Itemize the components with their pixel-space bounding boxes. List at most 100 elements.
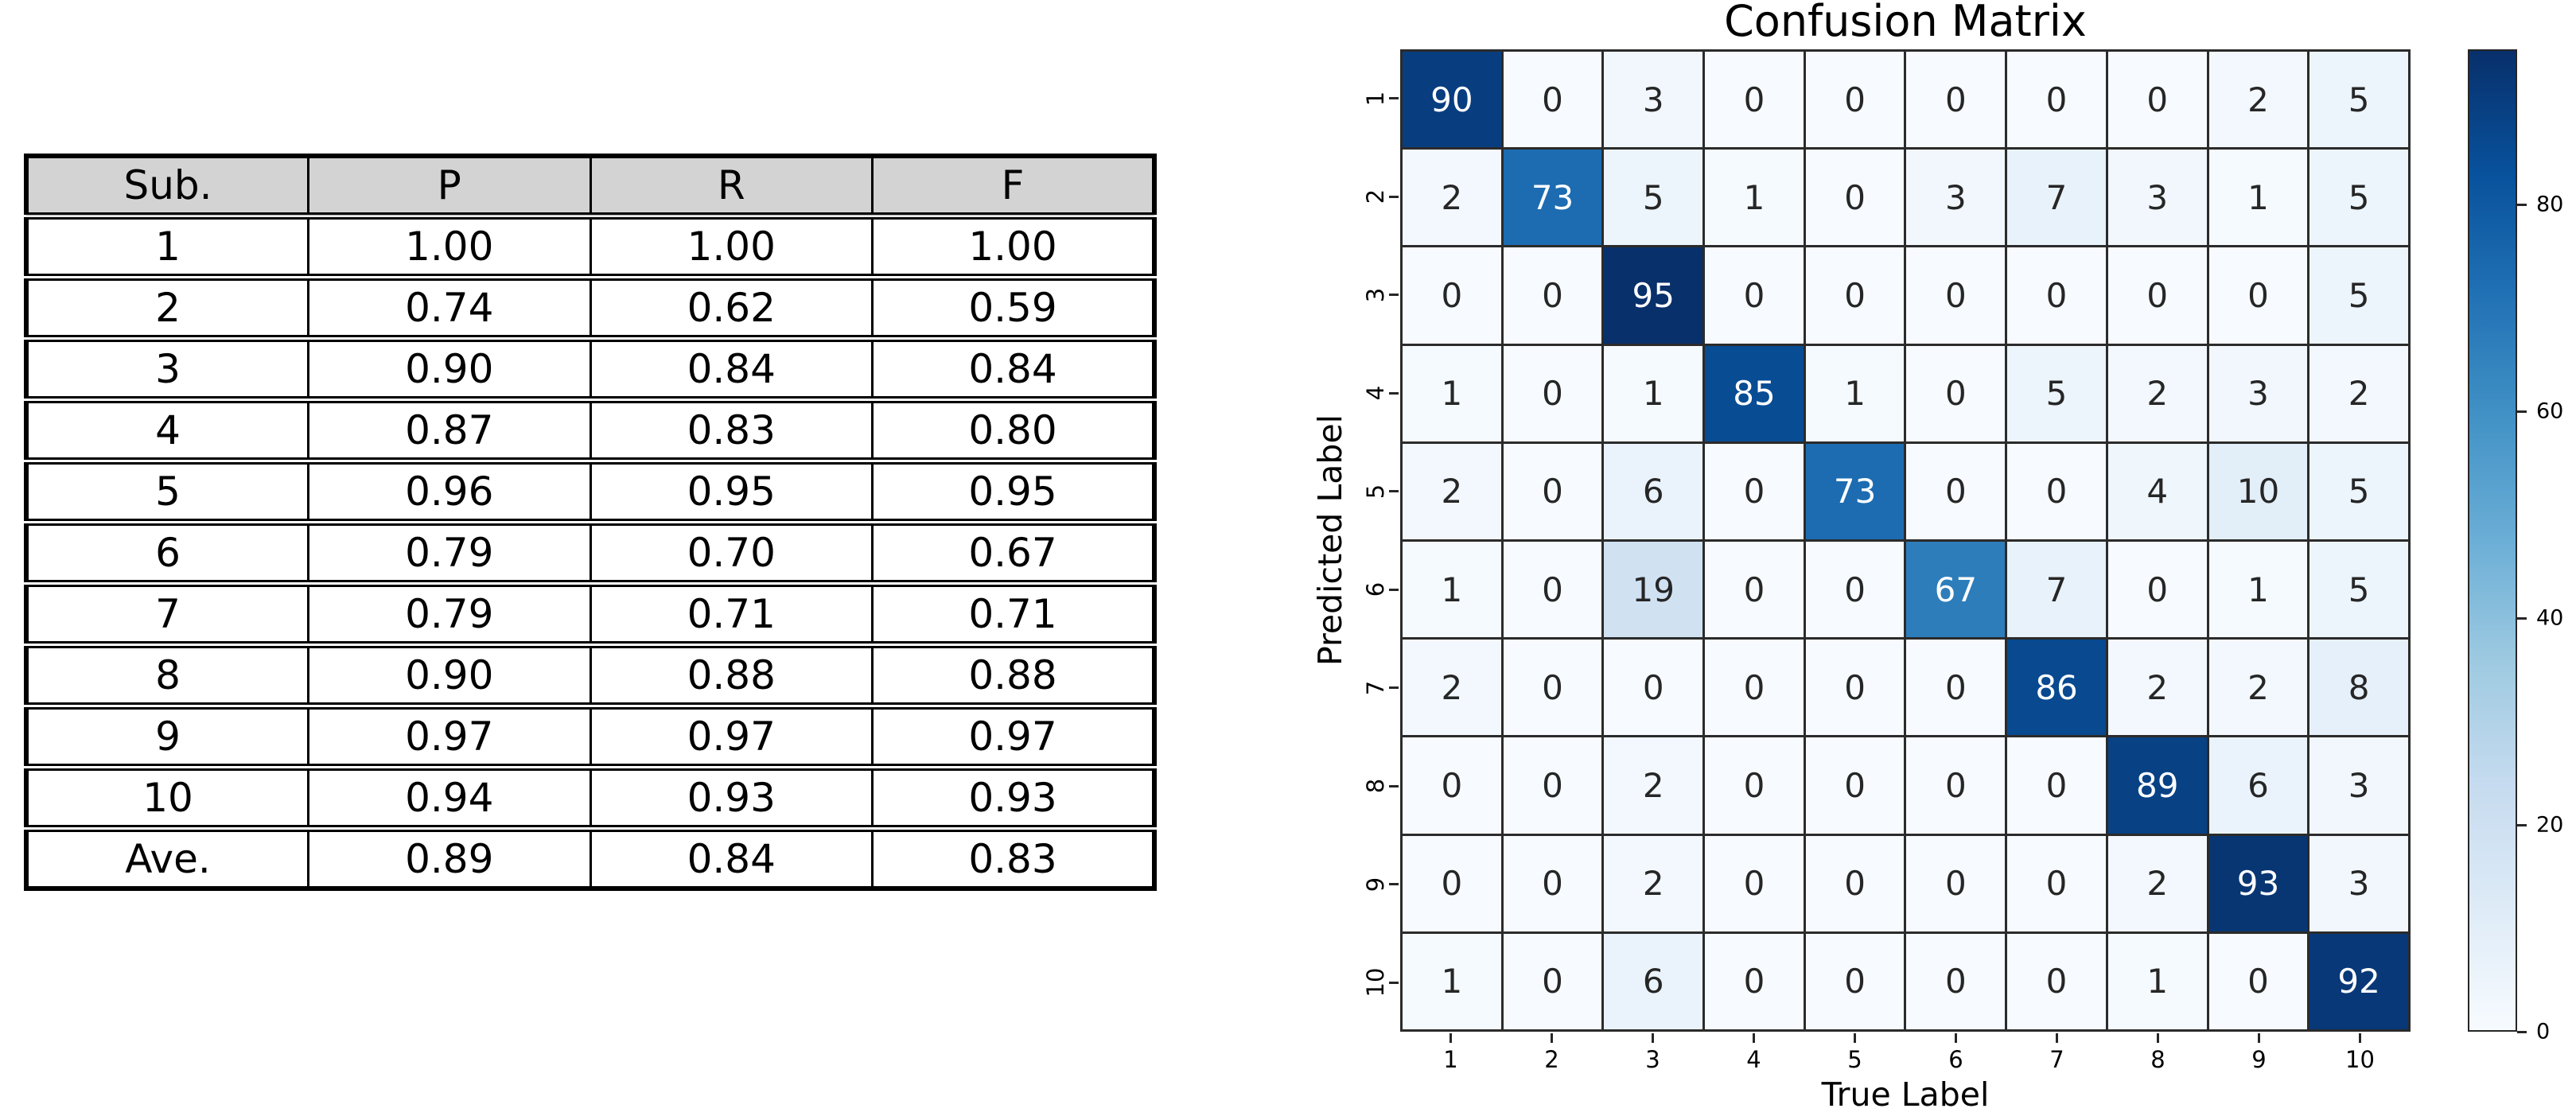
table-cell: 0.71: [589, 582, 874, 648]
table-cell: 0.97: [307, 705, 592, 771]
heatmap-cell: 92: [2309, 933, 2408, 1029]
table-cell: 0.83: [589, 399, 874, 465]
table-cell: 0.95: [871, 460, 1156, 526]
heatmap-cell: 0: [1906, 933, 2006, 1029]
heatmap-cell: 0: [2107, 52, 2207, 148]
heatmap-cell: 0: [1403, 247, 1501, 344]
x-tick-label: 1: [1443, 1046, 1458, 1073]
tick-mark: [1389, 784, 1399, 788]
colorbar-tick-label: 20: [2536, 812, 2564, 838]
table-cell: 7: [25, 582, 309, 648]
tick-mark: [2517, 203, 2527, 206]
table-row: 9 0.97 0.97 0.97: [25, 705, 1156, 771]
table-row: 10 0.94 0.93 0.93: [25, 766, 1156, 832]
table-cell: 0.70: [589, 521, 874, 587]
column-header: F: [871, 154, 1156, 220]
heatmap-cell: 86: [2007, 640, 2106, 736]
table-cell: 0.84: [589, 827, 874, 891]
colorbar: [2468, 49, 2517, 1032]
x-tick-label: 3: [1645, 1046, 1660, 1073]
table-row: 4 0.87 0.83 0.80: [25, 399, 1156, 465]
heatmap-cell: 0: [1805, 52, 1905, 148]
y-tick-label: 3: [1362, 287, 1389, 302]
table-row: 2 0.74 0.62 0.59: [25, 276, 1156, 342]
heatmap-cell: 1: [2208, 541, 2308, 638]
heatmap-cell: 0: [1604, 640, 1703, 736]
chart-title: Confusion Matrix: [1724, 0, 2087, 46]
y-tick-label: 1: [1362, 91, 1389, 106]
heatmap-cell: 2: [2309, 345, 2408, 441]
table-cell: 9: [25, 705, 309, 771]
heatmap-cell: 19: [1604, 541, 1703, 638]
table-row: 6 0.79 0.70 0.67: [25, 521, 1156, 587]
heatmap-cell: 1: [1403, 933, 1501, 1029]
tick-mark: [1389, 588, 1399, 591]
heatmap-cell: 0: [2007, 247, 2106, 344]
heatmap-cell: 2: [1403, 150, 1501, 246]
heatmap-cell: 0: [1906, 835, 2006, 931]
table-row: 3 0.90 0.84 0.84: [25, 337, 1156, 403]
heatmap-cell: 2: [1604, 835, 1703, 931]
heatmap-cell: 7: [2007, 150, 2106, 246]
y-tick-label: 9: [1362, 877, 1389, 892]
heatmap-cell: 0: [2007, 443, 2106, 539]
table-cell: 0.93: [589, 766, 874, 832]
tick-mark: [1389, 294, 1399, 297]
table-cell: 0.87: [307, 399, 592, 465]
heatmap-cell: 3: [2208, 345, 2308, 441]
tick-mark: [2258, 1033, 2260, 1043]
tick-mark: [1389, 490, 1399, 493]
heatmap-cell: 0: [1503, 933, 1602, 1029]
heatmap-cell: 0: [1805, 150, 1905, 246]
heatmap-cell: 0: [2007, 933, 2106, 1029]
heatmap-cell: 0: [1805, 737, 1905, 834]
tick-mark: [2157, 1033, 2159, 1043]
x-tick-label: 9: [2251, 1046, 2267, 1073]
heatmap-cell: 0: [1705, 933, 1804, 1029]
heatmap-cell: 4: [2107, 443, 2207, 539]
table-cell: 0.80: [871, 399, 1156, 465]
table-cell: 0.74: [307, 276, 592, 342]
table-cell: 0.90: [307, 644, 592, 710]
heatmap-cell: 0: [1906, 345, 2006, 441]
heatmap-cell: 0: [2107, 247, 2207, 344]
heatmap-cell: 3: [2309, 737, 2408, 834]
heatmap-cell: 0: [1906, 640, 2006, 736]
heatmap-cell: 0: [1503, 443, 1602, 539]
heatmap-cell: 0: [1906, 737, 2006, 834]
table-cell: 0.89: [307, 827, 592, 891]
heatmap-cell: 1: [2107, 933, 2207, 1029]
tick-mark: [1389, 981, 1399, 984]
tick-mark: [1389, 883, 1399, 886]
tick-mark: [2517, 616, 2527, 620]
tick-mark: [1753, 1033, 1755, 1043]
table-cell: 0.59: [871, 276, 1156, 342]
tick-mark: [2359, 1033, 2361, 1043]
heatmap-cell: 2: [2107, 640, 2207, 736]
table-cell: 0.79: [307, 582, 592, 648]
heatmap-cell: 5: [2309, 52, 2408, 148]
heatmap-cell: 0: [1705, 52, 1804, 148]
heatmap-cell: 0: [1503, 835, 1602, 931]
heatmap-cell: 8: [2309, 640, 2408, 736]
table-cell: 0.97: [589, 705, 874, 771]
table-cell: 10: [25, 766, 309, 832]
table-row: 1 1.00 1.00 1.00: [25, 215, 1156, 281]
table-cell: 0.90: [307, 337, 592, 403]
heatmap-cell: 95: [1604, 247, 1703, 344]
y-tick-label: 7: [1362, 680, 1389, 695]
x-axis-ticks: 1 2 3 4 5 6 7 8 9 10: [1400, 1046, 2411, 1073]
x-tick-label: 10: [2345, 1046, 2375, 1073]
heatmap-cell: 0: [1906, 443, 2006, 539]
heatmap-cell: 0: [2007, 737, 2106, 834]
table-cell: 0.67: [871, 521, 1156, 587]
table-cell: 0.95: [589, 460, 874, 526]
table-cell: 0.71: [871, 582, 1156, 648]
heatmap-cell: 0: [1805, 933, 1905, 1029]
heatmap-cell: 0: [1503, 640, 1602, 736]
metrics-table: Sub. P R F 1 1.00 1.00 1.00 2 0.74 0.62 0.59 3 0.90 0…: [24, 154, 1157, 891]
heatmap-cell: 2: [2208, 52, 2308, 148]
heatmap-cell: 0: [1705, 640, 1804, 736]
table-cell: 8: [25, 644, 309, 710]
heatmap-cell: 0: [2208, 933, 2308, 1029]
